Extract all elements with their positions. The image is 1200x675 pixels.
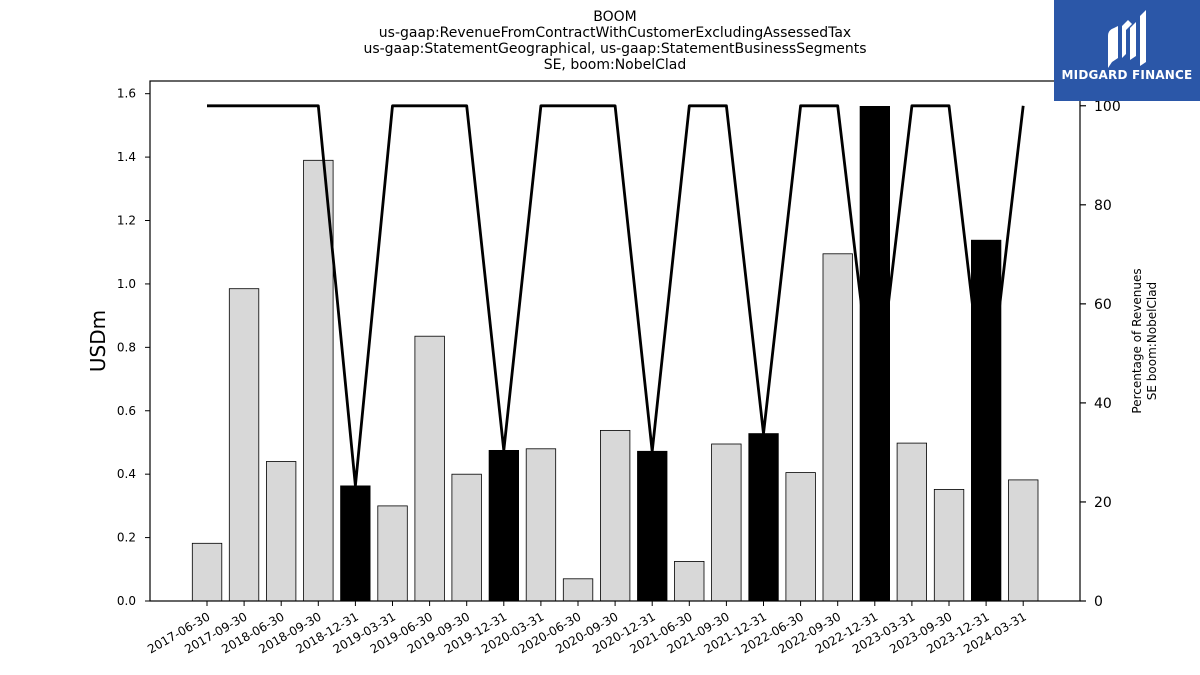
bar xyxy=(562,578,594,602)
chart-title-line: us-gaap:RevenueFromContractWithCustomerE… xyxy=(379,25,851,41)
bar-highlighted xyxy=(340,485,371,602)
bar xyxy=(933,488,965,602)
bar-highlighted xyxy=(637,450,668,602)
y2-tick-label: 80 xyxy=(1094,198,1112,214)
logo-mark-icon xyxy=(1108,10,1146,68)
y-tick-label: 1.2 xyxy=(117,214,136,228)
bar xyxy=(191,542,223,602)
y-tick-label: 0.2 xyxy=(117,531,136,545)
chart-title-line: SE, boom:NobelClad xyxy=(544,57,687,73)
bar xyxy=(525,448,557,602)
y-tick-label: 0.6 xyxy=(117,404,136,418)
y-axis-label: USDm xyxy=(86,310,110,372)
bar-highlighted xyxy=(488,449,520,602)
chart-title-line: BOOM xyxy=(593,9,636,25)
y2-tick-label: 0 xyxy=(1094,594,1103,610)
bar xyxy=(414,335,445,602)
y-tick-label: 1.4 xyxy=(117,150,136,164)
bar xyxy=(822,253,853,602)
y2-tick-label: 60 xyxy=(1094,297,1112,313)
midgard-finance-logo: MIDGARD FINANCE xyxy=(1054,0,1200,101)
bar xyxy=(1008,479,1039,602)
bar xyxy=(265,461,297,602)
bar xyxy=(785,472,816,602)
percent-line xyxy=(207,104,1025,488)
y2-axis-label: Percentage of Revenues xyxy=(1130,268,1144,413)
bar xyxy=(600,429,631,602)
y-tick-label: 0.0 xyxy=(117,594,136,608)
bar xyxy=(303,159,334,602)
bar xyxy=(674,561,705,602)
y2-tick-label: 100 xyxy=(1094,99,1121,115)
bar xyxy=(711,443,742,602)
chart-title-line: us-gaap:StatementGeographical, us-gaap:S… xyxy=(363,41,866,57)
bar-highlighted xyxy=(748,433,779,602)
y-tick-label: 0.4 xyxy=(117,467,136,481)
y2-tick-label: 40 xyxy=(1094,396,1112,412)
bar xyxy=(451,473,482,602)
bar xyxy=(896,442,927,602)
y-tick-label: 1.0 xyxy=(117,277,136,291)
y-tick-label: 1.6 xyxy=(117,87,136,101)
bar xyxy=(228,288,260,602)
y2-tick-label: 20 xyxy=(1094,495,1112,511)
y-tick-label: 0.8 xyxy=(117,340,136,354)
bar-highlighted xyxy=(859,106,890,602)
bar xyxy=(377,505,408,602)
logo-text: MIDGARD FINANCE xyxy=(1061,68,1193,82)
y2-axis-label: SE boom:NobelClad xyxy=(1145,282,1159,400)
